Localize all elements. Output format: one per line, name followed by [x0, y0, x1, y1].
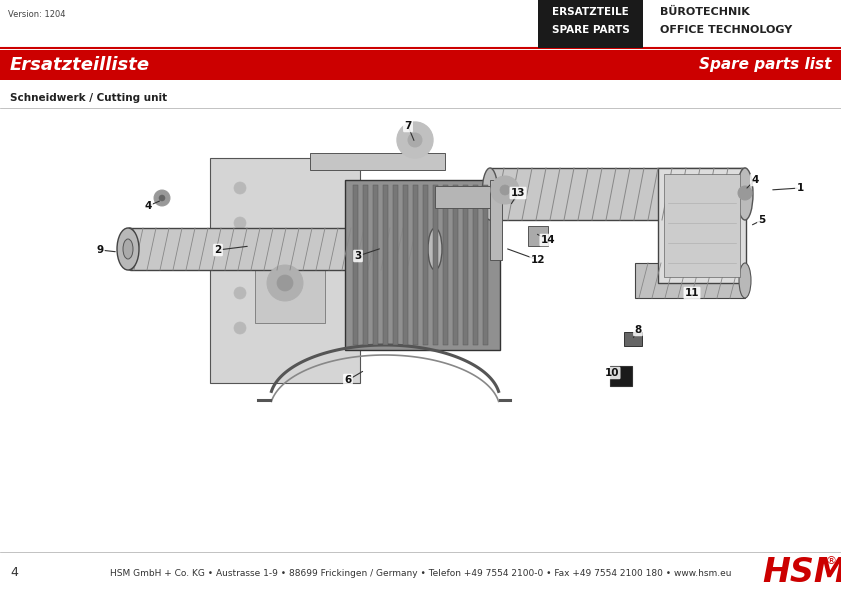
Text: 2: 2 — [214, 245, 222, 255]
Text: 4: 4 — [751, 175, 759, 185]
Polygon shape — [210, 158, 360, 383]
Ellipse shape — [117, 228, 139, 270]
Bar — [664, 174, 740, 277]
Text: 10: 10 — [605, 368, 619, 378]
Polygon shape — [310, 153, 445, 170]
Bar — [538, 0, 643, 48]
Circle shape — [234, 322, 246, 334]
Text: 8: 8 — [634, 325, 642, 335]
Bar — [413, 185, 418, 345]
Text: 1: 1 — [796, 183, 804, 193]
Bar — [490, 168, 745, 220]
Circle shape — [408, 133, 422, 147]
Bar — [435, 186, 493, 208]
Circle shape — [491, 176, 519, 204]
Bar — [353, 185, 358, 345]
Text: 12: 12 — [531, 255, 545, 265]
Text: 13: 13 — [510, 188, 526, 198]
Bar — [658, 168, 746, 283]
Text: Version: 1204: Version: 1204 — [8, 10, 66, 19]
Text: HSM: HSM — [762, 557, 841, 590]
Ellipse shape — [123, 228, 137, 270]
Circle shape — [154, 190, 170, 206]
Bar — [635, 263, 745, 298]
Text: 5: 5 — [759, 215, 765, 225]
Circle shape — [267, 265, 303, 301]
Text: SPARE PARTS: SPARE PARTS — [552, 25, 629, 35]
Text: Ersatzteilliste: Ersatzteilliste — [10, 56, 151, 74]
Bar — [403, 185, 408, 345]
Ellipse shape — [123, 239, 133, 259]
Bar — [130, 228, 435, 270]
Text: ®: ® — [826, 556, 837, 566]
Circle shape — [159, 195, 165, 201]
Text: 14: 14 — [541, 235, 555, 245]
Bar — [463, 185, 468, 345]
Circle shape — [500, 185, 510, 195]
Circle shape — [277, 275, 293, 291]
Bar — [453, 185, 458, 345]
Bar — [345, 180, 500, 350]
Circle shape — [234, 252, 246, 264]
Bar — [0, 50, 841, 80]
Text: ERSATZTEILE: ERSATZTEILE — [553, 7, 629, 17]
Ellipse shape — [737, 168, 753, 220]
Bar — [443, 185, 448, 345]
Circle shape — [738, 186, 752, 200]
Bar — [383, 185, 388, 345]
Text: 11: 11 — [685, 288, 699, 298]
Bar — [490, 180, 502, 260]
Bar — [528, 226, 548, 246]
Text: 4: 4 — [145, 201, 151, 211]
Bar — [423, 185, 428, 345]
Text: BÜROTECHNIK: BÜROTECHNIK — [660, 7, 749, 17]
Text: Spare parts list: Spare parts list — [699, 57, 831, 72]
Bar — [483, 185, 488, 345]
Circle shape — [234, 217, 246, 229]
Text: OFFICE TECHNOLOGY: OFFICE TECHNOLOGY — [660, 25, 792, 35]
Bar — [624, 332, 642, 346]
Text: 7: 7 — [405, 121, 412, 131]
Bar — [610, 366, 632, 386]
Bar — [433, 185, 438, 345]
Text: 4: 4 — [10, 566, 18, 579]
Bar — [255, 243, 325, 323]
Ellipse shape — [428, 228, 442, 270]
Bar — [473, 185, 478, 345]
Bar — [373, 185, 378, 345]
Text: HSM GmbH + Co. KG • Austrasse 1-9 • 88699 Frickingen / Germany • Telefon +49 755: HSM GmbH + Co. KG • Austrasse 1-9 • 8869… — [110, 569, 732, 578]
Text: 6: 6 — [344, 375, 352, 385]
Bar — [363, 185, 368, 345]
Text: Schneidwerk / Cutting unit: Schneidwerk / Cutting unit — [10, 93, 167, 103]
Ellipse shape — [739, 263, 751, 298]
Ellipse shape — [482, 168, 498, 220]
Circle shape — [234, 287, 246, 299]
Circle shape — [397, 122, 433, 158]
Text: 3: 3 — [354, 251, 362, 261]
Text: 9: 9 — [97, 245, 103, 255]
Circle shape — [234, 182, 246, 194]
Bar — [393, 185, 398, 345]
